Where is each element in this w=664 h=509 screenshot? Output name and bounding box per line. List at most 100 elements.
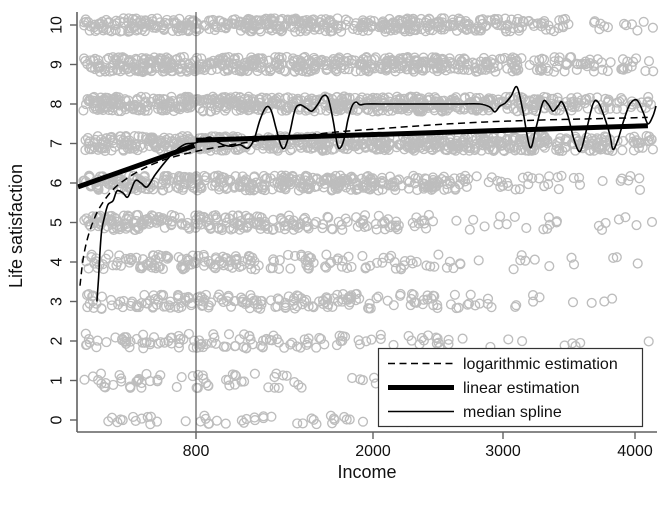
scatter-point <box>597 64 608 75</box>
scatter-point <box>273 337 284 348</box>
scatter-point <box>583 139 594 150</box>
y-tick-label: 7 <box>49 139 66 148</box>
scatter-point <box>554 15 565 26</box>
scatter-point <box>214 100 225 111</box>
scatter-point <box>116 178 127 189</box>
scatter-point <box>317 144 328 155</box>
scatter-point <box>389 62 400 73</box>
scatter-point <box>643 96 654 107</box>
scatter-point <box>269 382 280 393</box>
scatter-point <box>118 64 129 75</box>
scatter-point <box>390 263 401 274</box>
scatter-point <box>472 101 483 112</box>
scatter-point <box>556 170 567 181</box>
scatter-point <box>125 101 136 113</box>
x-tick-label: 4000 <box>617 443 653 460</box>
scatter-point <box>318 182 329 193</box>
scatter-point <box>487 144 498 155</box>
scatter-point <box>531 100 542 111</box>
scatter-point <box>140 92 151 103</box>
scatter-point <box>567 297 579 308</box>
scatter-point <box>515 255 526 266</box>
scatter-point <box>540 24 552 35</box>
scatter-point <box>201 378 212 389</box>
scatter-point <box>181 18 192 29</box>
scatter-point <box>101 54 112 65</box>
scatter-point <box>586 297 597 308</box>
scatter-point <box>188 257 199 268</box>
scatter-point <box>130 415 141 426</box>
scatter-point <box>110 25 121 36</box>
scatter-point <box>321 292 332 303</box>
scatter-point <box>443 334 454 345</box>
scatter-point <box>332 176 343 187</box>
scatter-point <box>495 140 506 151</box>
scatter-point <box>206 100 217 112</box>
scatter-point <box>101 337 112 348</box>
scatter-point <box>184 19 195 30</box>
scatter-point <box>103 416 114 427</box>
scatter-point <box>611 103 622 114</box>
scatter-point <box>544 171 555 182</box>
scatter-point <box>319 339 330 350</box>
scatter-point <box>482 298 493 309</box>
scatter-point <box>327 301 338 312</box>
scatter-point <box>410 97 421 108</box>
scatter-point <box>151 217 162 228</box>
scatter-point <box>524 59 535 71</box>
scatter-point <box>451 215 462 226</box>
scatter-point <box>256 299 267 310</box>
scatter-point <box>302 337 313 348</box>
scatter-point <box>93 182 104 193</box>
scatter-point <box>363 303 375 314</box>
scatter-point <box>307 301 318 312</box>
scatter-point <box>521 222 532 234</box>
y-tick-label: 2 <box>49 336 66 345</box>
scatter-point <box>258 335 269 346</box>
scatter-point <box>628 56 639 67</box>
scatter-point <box>123 17 134 28</box>
scatter-point <box>356 59 367 70</box>
scatter-point <box>197 105 208 116</box>
scatter-point <box>325 175 336 186</box>
scatter-point <box>179 171 191 183</box>
scatter-point <box>218 341 229 352</box>
scatter-point <box>632 25 643 36</box>
scatter-point <box>359 210 371 221</box>
scatter-point <box>243 98 255 109</box>
scatter-point <box>132 185 143 196</box>
scatter-point <box>187 97 199 108</box>
scatter-point <box>100 145 111 156</box>
scatter-point <box>311 216 322 227</box>
scatter-point <box>102 92 113 103</box>
scatter-point <box>250 264 261 275</box>
scatter-point <box>120 253 131 264</box>
scatter-point <box>427 216 439 227</box>
scatter-point <box>245 334 256 345</box>
scatter-point <box>117 415 128 426</box>
scatter-point <box>217 251 228 262</box>
scatter-point <box>176 372 187 383</box>
scatter-point <box>461 181 472 192</box>
scatter-point <box>110 332 121 343</box>
scatter-point <box>517 172 528 183</box>
scatter-point <box>647 22 658 33</box>
scatter-point <box>92 335 103 346</box>
scatter-point <box>534 173 545 184</box>
scatter-point <box>158 301 169 312</box>
scatter-point <box>514 184 525 195</box>
legend-label-logarithmic: logarithmic estimation <box>463 356 618 373</box>
scatter-point <box>220 59 231 70</box>
scatter-point <box>618 64 629 75</box>
scatter-point <box>518 16 529 28</box>
scatter-point <box>131 210 142 221</box>
scatter-point <box>395 288 406 300</box>
scatter-point <box>78 53 90 64</box>
scatter-point <box>199 170 210 181</box>
scatter-point <box>436 95 447 106</box>
scatter-point <box>390 18 401 29</box>
scatter-point <box>488 145 499 156</box>
scatter-point <box>289 250 301 262</box>
scatter-point <box>412 56 424 67</box>
scatter-point <box>631 220 642 231</box>
